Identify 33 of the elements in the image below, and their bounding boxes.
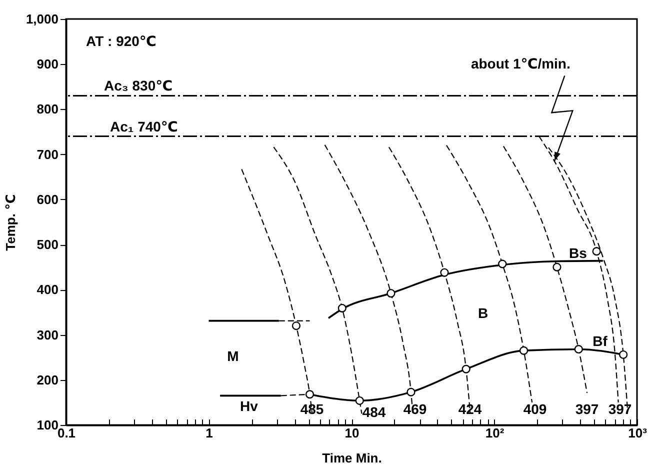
y-tick-label: 700 — [36, 146, 58, 162]
annotation: about 1℃/min. — [470, 56, 570, 72]
ref-line-label: Ac₃ 830℃ — [104, 78, 173, 94]
annotation: 469 — [403, 401, 427, 417]
annotation: 409 — [523, 401, 547, 417]
annotation: 424 — [458, 401, 482, 417]
y-tick-label: 900 — [36, 56, 58, 72]
annotation: M — [227, 348, 239, 364]
annotation: B — [478, 305, 488, 321]
y-tick-label: 400 — [36, 282, 58, 298]
y-tick-label: 200 — [36, 372, 58, 388]
ref-line-label: Ac₁ 740℃ — [110, 118, 178, 134]
x-tick-label: 0.1 — [57, 426, 76, 440]
annotation: 397 — [575, 401, 599, 417]
x-tick-label: 10² — [485, 426, 505, 440]
x-tick-label: 1 — [206, 426, 213, 440]
x-axis-title: Time Min. — [322, 450, 382, 466]
y-tick-label: 800 — [36, 102, 58, 117]
annotation: Hv — [240, 398, 258, 414]
y-axis-title: Temp. ℃ — [2, 194, 18, 251]
x-tick-label: 10³ — [628, 426, 648, 440]
x-tick-label: 10 — [344, 426, 360, 440]
y-tick-label: 600 — [36, 192, 58, 207]
annotation: 484 — [362, 404, 386, 420]
annotation: 485 — [300, 401, 324, 417]
annotation: AT : 920℃ — [86, 33, 156, 49]
y-tick-label: 300 — [36, 327, 58, 342]
annotation: Bf — [592, 333, 608, 349]
y-tick-label: 500 — [36, 237, 58, 252]
annotation: Bs — [569, 245, 588, 261]
annotation: 397 — [608, 401, 632, 417]
y-tick-label: 1,000 — [26, 12, 58, 26]
y-tick-label: 100 — [36, 418, 58, 432]
